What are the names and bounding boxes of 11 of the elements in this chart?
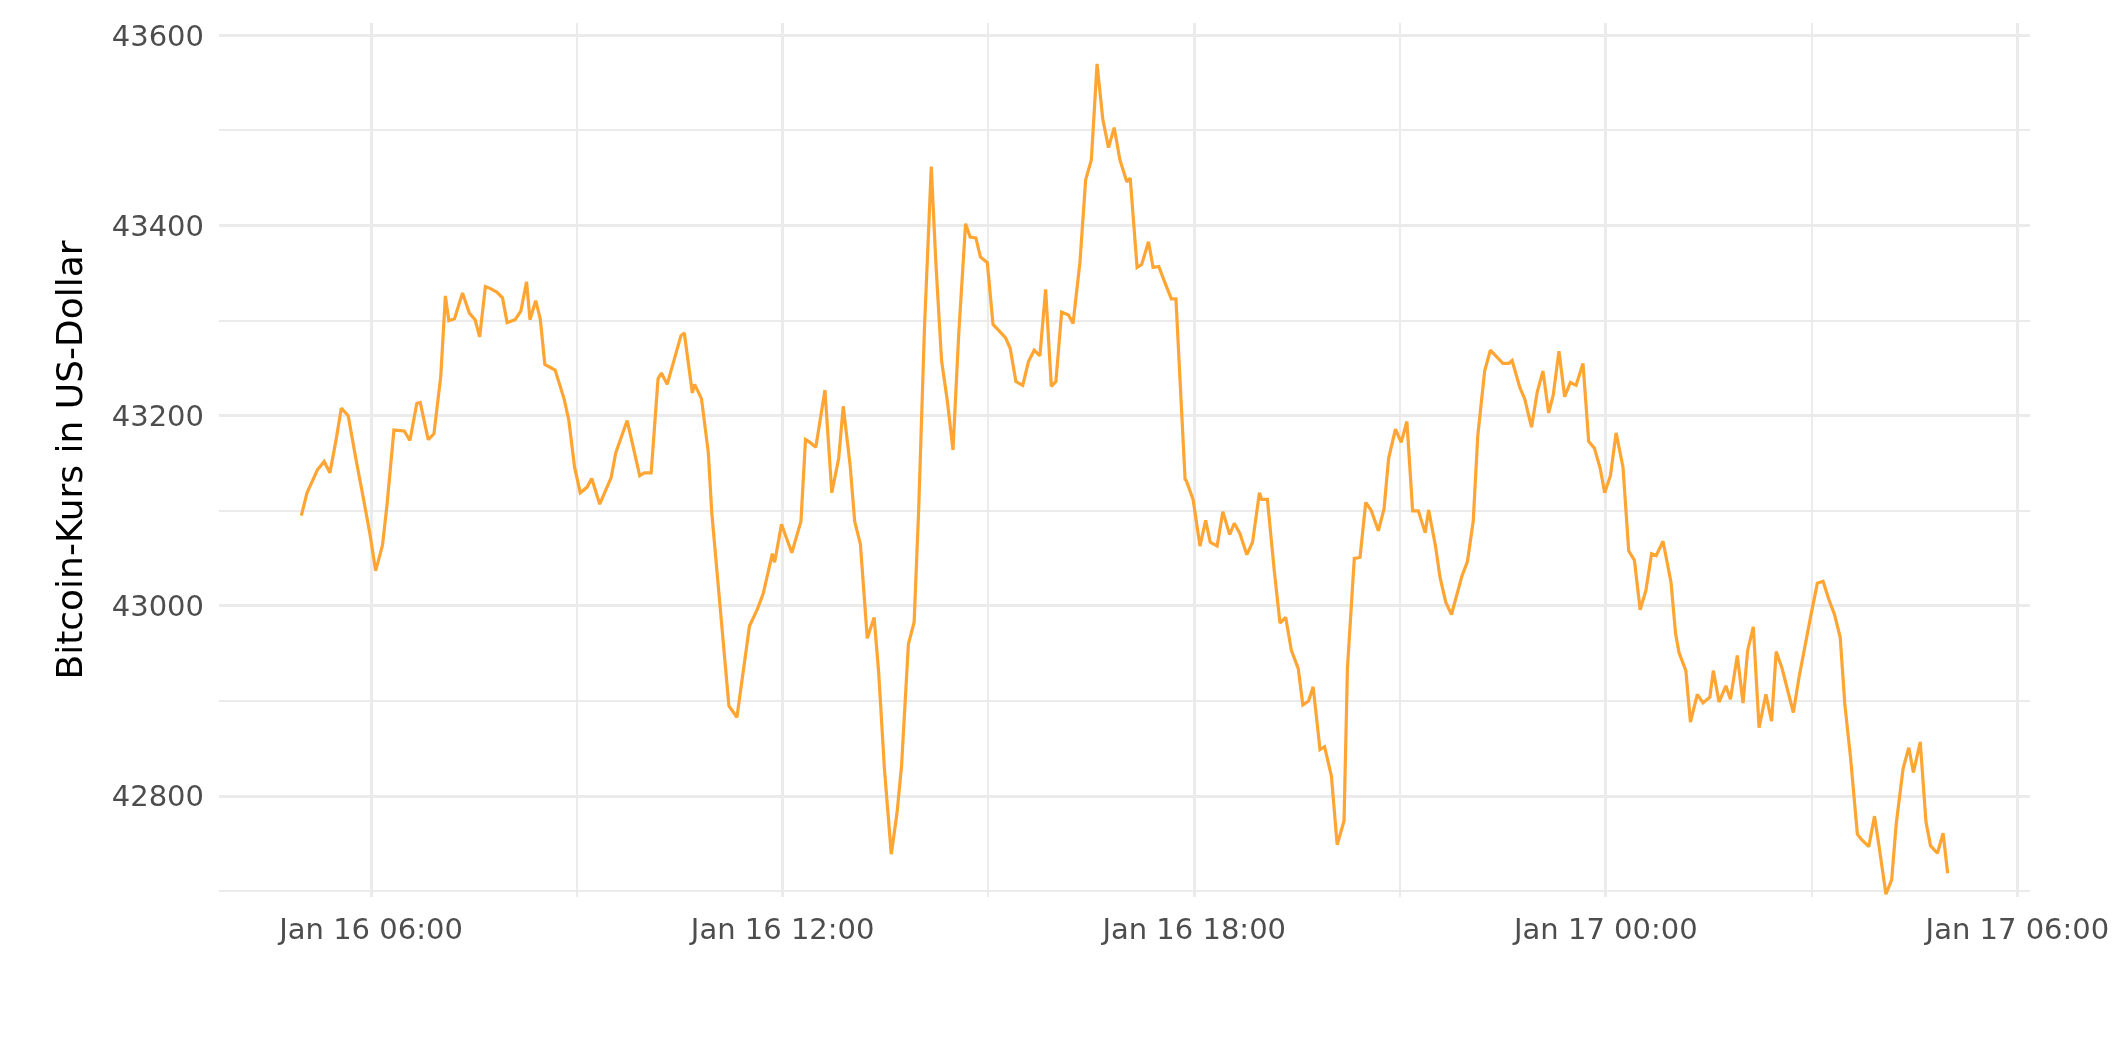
y-axis-title: Bitcoin-Kurs in US-Dollar bbox=[48, 240, 90, 680]
y-tick-label: 43000 bbox=[111, 589, 204, 624]
y-tick-label: 43600 bbox=[111, 18, 204, 53]
x-tick-label: Jan 16 06:00 bbox=[277, 912, 463, 946]
y-tick-label: 43200 bbox=[111, 398, 204, 433]
x-tick-label: Jan 17 00:00 bbox=[1512, 912, 1698, 946]
x-tick-label: Jan 17 06:00 bbox=[1923, 912, 2110, 946]
y-tick-label: 43400 bbox=[111, 208, 204, 243]
y-tick-label: 42800 bbox=[111, 779, 204, 814]
x-tick-label: Jan 16 12:00 bbox=[688, 912, 875, 946]
x-tick-label: Jan 16 18:00 bbox=[1100, 912, 1287, 946]
